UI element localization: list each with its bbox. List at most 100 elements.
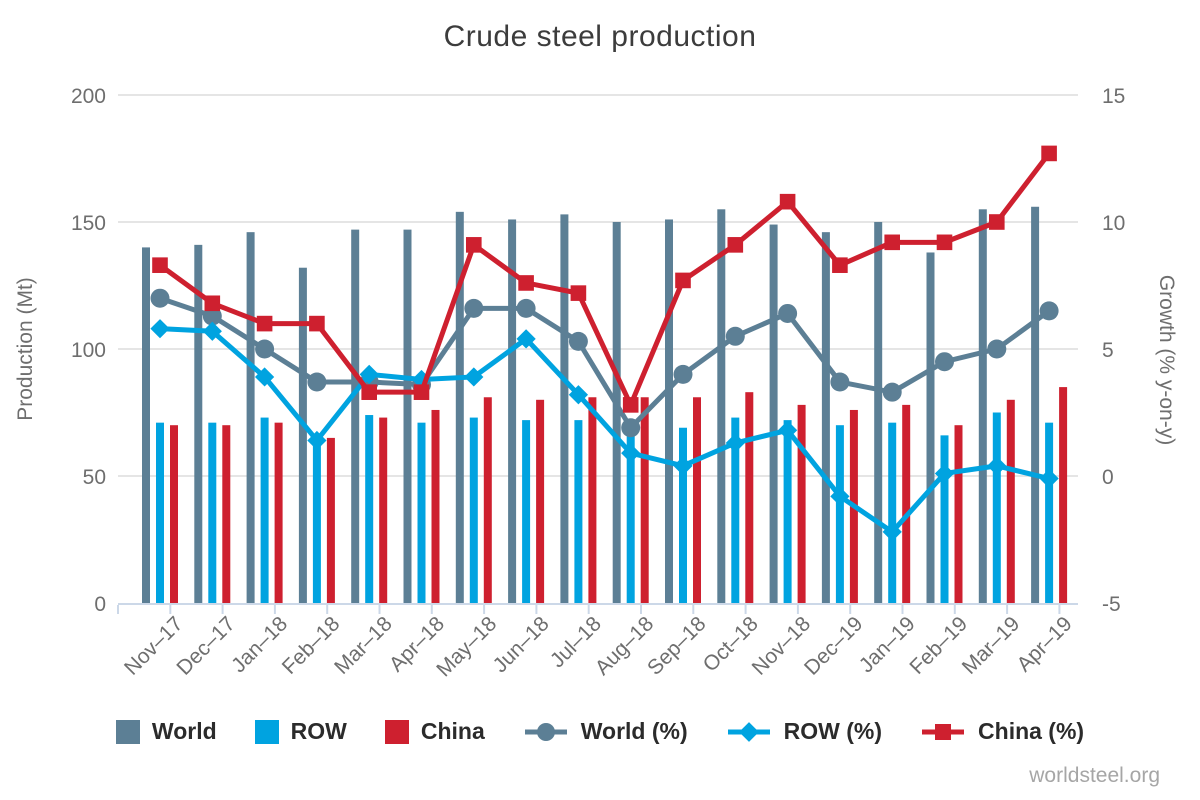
marker-row-jan-18 [254, 367, 275, 387]
bar-row-jan-18 [260, 417, 269, 603]
marker-world-sep-18 [673, 364, 693, 384]
marker-world-jul-18 [568, 331, 588, 351]
y-right-tick-label: 15 [1102, 85, 1125, 108]
x-tick-label: Mar–18 [330, 612, 397, 679]
marker-china-may-18 [466, 237, 482, 253]
bar-row-dec-17 [208, 422, 217, 603]
bar-china-oct-18 [745, 392, 754, 603]
marker-china-mar-19 [989, 214, 1005, 230]
bar-world-mar-18 [351, 229, 360, 603]
legend-item-world-pct: World (%) [523, 718, 688, 745]
y-left-axis-title: Production (Mt) [14, 277, 37, 421]
bar-world-jan-18 [246, 232, 255, 603]
marker-china-jan-19 [884, 234, 900, 251]
bar-row-oct-18 [731, 417, 740, 603]
marker-china-dec-19 [832, 257, 848, 273]
marker-china-sep-18 [675, 272, 691, 289]
marker-row-mar-18 [359, 364, 379, 385]
bar-china-jan-18 [274, 422, 283, 603]
bar-row-nov-17 [156, 422, 164, 603]
marker-row-feb-18 [307, 430, 327, 451]
marker-china-jul-18 [570, 285, 587, 301]
bar-row-mar-19 [992, 412, 1001, 603]
legend-line-square-icon [922, 723, 965, 740]
bar-china-feb-19 [954, 425, 963, 603]
bar-row-apr-19 [1045, 422, 1054, 603]
marker-world-apr-19 [1039, 301, 1059, 321]
marker-world-feb-18 [307, 372, 327, 392]
marker-world-mar-19 [987, 339, 1007, 359]
line-china [158, 151, 1052, 412]
legend-item-row: ROW [254, 718, 347, 745]
y-left-tick-label: 200 [71, 85, 106, 108]
y-right-tick-label: 0 [1102, 466, 1114, 489]
legend-item-china-pct: China (%) [920, 718, 1084, 745]
marker-row-apr-19 [1039, 468, 1059, 489]
marker-china-nov-17 [152, 257, 168, 273]
legend-item-china: China [384, 718, 485, 745]
y-left-tick-label: 50 [83, 466, 106, 489]
marker-china-dec-17 [204, 295, 221, 312]
legend-item-row-pct: ROW (%) [726, 718, 882, 745]
y-left-tick-label: 100 [71, 339, 106, 362]
bar-china-jun-18 [536, 399, 545, 603]
marker-china-jan-18 [256, 315, 273, 332]
bar-row-feb-19 [940, 435, 949, 603]
legend-label-china-pct: China (%) [978, 718, 1085, 744]
bar-row-jan-19 [888, 422, 897, 603]
marker-china-apr-18 [413, 384, 430, 400]
marker-row-may-18 [464, 367, 484, 387]
bar-china-nov-17 [170, 425, 178, 603]
marker-row-jul-18 [568, 385, 589, 405]
bar-china-apr-19 [1059, 387, 1068, 603]
marker-row-dec-17 [202, 321, 222, 341]
bar-world-dec-19 [821, 232, 830, 603]
x-tick-label: Feb–18 [278, 612, 345, 679]
marker-row-mar-19 [987, 456, 1007, 476]
bar-world-dec-17 [194, 244, 203, 604]
marker-china-feb-18 [309, 315, 325, 332]
legend-label-row: ROW [290, 718, 347, 744]
bar-row-dec-19 [835, 425, 844, 603]
marker-china-aug-18 [622, 397, 639, 413]
bar-world-feb-19 [926, 252, 935, 604]
legend: World ROW China World (%) ROW (%) [0, 718, 1200, 745]
y-right-axis-title: Growth (% y-on-y) [1155, 275, 1178, 445]
bar-china-aug-18 [640, 397, 649, 603]
bar-world-oct-18 [717, 209, 726, 604]
y-right-tick-label: 5 [1102, 339, 1114, 362]
bar-china-mar-19 [1006, 399, 1015, 603]
bar-china-sep-18 [693, 397, 701, 603]
bar-china-jan-19 [902, 404, 911, 603]
bar-world-sep-18 [665, 219, 673, 603]
legend-line-diamond-icon [727, 721, 770, 742]
x-tick-label: Dec–19 [800, 612, 867, 679]
bar-world-apr-19 [1031, 206, 1040, 603]
marker-world-nov-17 [150, 288, 170, 308]
bar-world-jul-18 [560, 214, 569, 603]
marker-china-nov-18 [779, 193, 796, 210]
bar-row-aug-18 [626, 427, 635, 603]
marker-world-aug-18 [621, 418, 641, 438]
y-left-tick-label: 150 [71, 212, 106, 235]
marker-china-feb-19 [936, 234, 953, 251]
bar-world-mar-19 [978, 209, 987, 604]
watermark-source-label: worldsteel.org [1029, 764, 1160, 787]
marker-row-aug-18 [621, 443, 641, 463]
bar-world-apr-18 [403, 229, 412, 603]
legend-label-world: World [151, 718, 217, 744]
x-tick-label: Jun–18 [489, 612, 554, 677]
marker-world-jun-18 [516, 298, 536, 318]
bar-china-mar-18 [379, 417, 388, 603]
x-tick-label: Feb–19 [905, 612, 972, 679]
y-right-tick-label: -5 [1102, 593, 1121, 616]
marker-china-jun-18 [518, 275, 534, 291]
marker-world-jan-18 [255, 339, 275, 359]
legend-swatch-china [384, 719, 409, 744]
chart-title: Crude steel production [443, 20, 757, 53]
bar-row-feb-18 [312, 437, 321, 603]
plot-area: 0 50 100 150 200 -5 0 5 10 15 Production (Mt) Growt… [14, 85, 1178, 681]
marker-world-dec-17 [202, 306, 222, 326]
bar-china-feb-18 [326, 437, 335, 603]
marker-world-feb-19 [935, 352, 954, 372]
